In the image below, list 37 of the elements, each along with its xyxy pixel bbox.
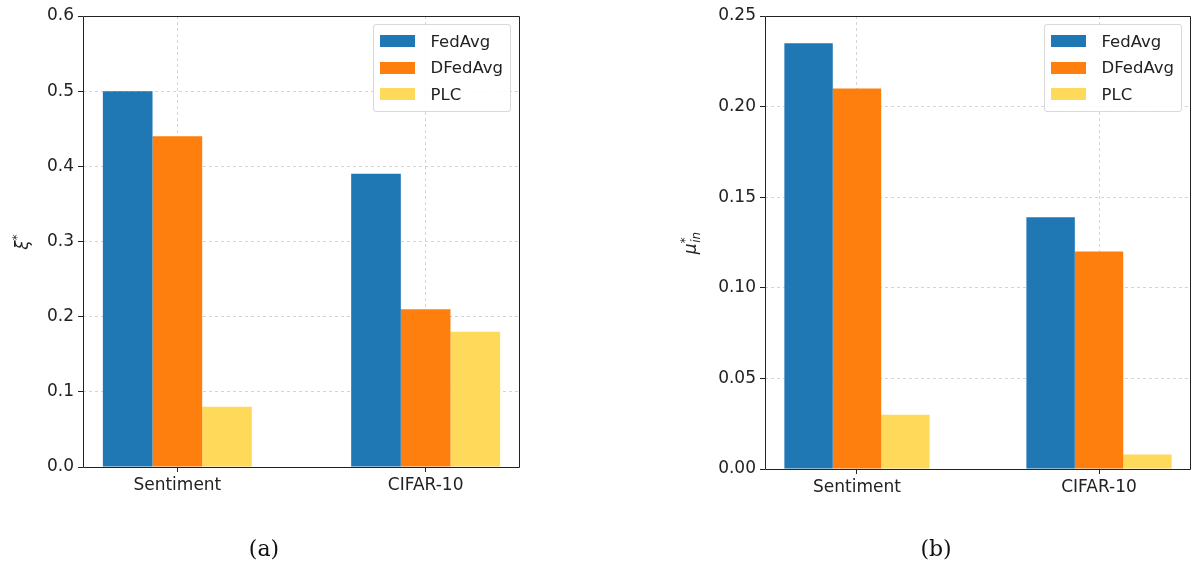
bar [450, 331, 501, 467]
y-tick-label: 0.3 [46, 229, 74, 250]
x-tick-label: Sentiment [133, 473, 222, 494]
legend-label: DFedAvg [1101, 58, 1174, 78]
y-tick-label: 0.0 [46, 455, 74, 476]
y-tick-label: 0.15 [718, 185, 756, 206]
x-tick-label: Sentiment [813, 475, 902, 496]
x-tick-label: CIFAR-10 [387, 473, 464, 494]
text: (a) [247, 535, 281, 563]
bar [1123, 454, 1172, 469]
bar [351, 173, 401, 467]
y-tick-label: 0.05 [718, 366, 756, 387]
legend-label: FedAvg [430, 31, 491, 51]
y-tick-label: 0.25 [718, 4, 756, 25]
y-tick-label: 0.1 [46, 380, 74, 401]
y-tick-label: 0.2 [46, 305, 74, 326]
x-tick-label: CIFAR-10 [1061, 475, 1137, 496]
y-tick-label: 0.00 [718, 457, 756, 478]
bar [881, 414, 930, 469]
y-tick-label: 0.20 [718, 95, 756, 116]
bar [202, 406, 252, 467]
legend-label: PLC [430, 84, 462, 104]
bar [1026, 217, 1075, 469]
y-tick-label: 0.5 [46, 79, 74, 100]
bar [400, 309, 451, 467]
y-tick-label: 0.10 [718, 276, 756, 297]
text: (b) [919, 535, 953, 563]
bar [102, 91, 153, 467]
legend-label: PLC [1101, 84, 1133, 104]
legend-label: DFedAvg [430, 58, 503, 78]
bar [1074, 251, 1124, 469]
y-tick-label: 0.6 [46, 4, 74, 25]
bar [784, 43, 833, 469]
y-tick-label: 0.4 [46, 154, 74, 175]
legend-label: FedAvg [1101, 31, 1162, 51]
bar [152, 136, 203, 467]
bar [832, 88, 882, 469]
